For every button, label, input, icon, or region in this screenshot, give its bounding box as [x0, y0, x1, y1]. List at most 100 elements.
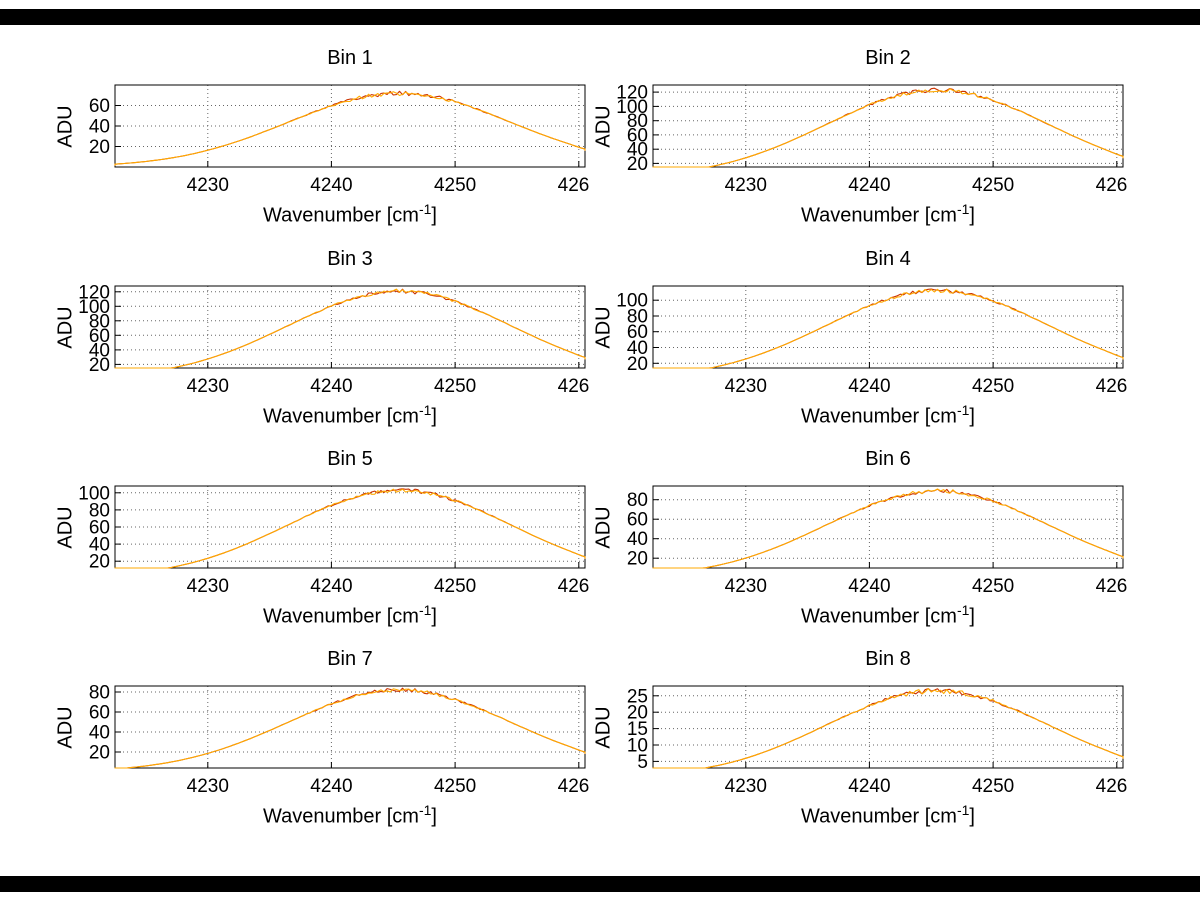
svg-text:4230: 4230: [725, 175, 767, 196]
top-black-bar: [0, 9, 1200, 25]
svg-text:100: 100: [616, 97, 648, 118]
subplot-title: Bin 2: [865, 47, 911, 69]
svg-text:60: 60: [89, 96, 110, 117]
svg-text:4240: 4240: [848, 576, 890, 597]
svg-text:20: 20: [627, 354, 648, 375]
svg-text:10: 10: [627, 736, 648, 757]
svg-text:40: 40: [627, 529, 648, 550]
svg-text:80: 80: [89, 683, 110, 704]
svg-text:4240: 4240: [310, 576, 352, 597]
svg-text:20: 20: [627, 154, 648, 175]
svg-text:40: 40: [89, 723, 110, 744]
svg-text:40: 40: [89, 117, 110, 138]
svg-text:80: 80: [89, 500, 110, 521]
svg-text:20: 20: [89, 743, 110, 764]
svg-text:20: 20: [89, 552, 110, 573]
svg-text:5: 5: [637, 752, 648, 773]
svg-text:120: 120: [616, 83, 648, 104]
svg-text:40: 40: [89, 535, 110, 556]
subplot-title: Bin 4: [865, 248, 911, 270]
svg-text:60: 60: [627, 125, 648, 146]
subplot-bin-7: Bin 7 ADU 204060804230424042504260 Waven…: [55, 646, 590, 846]
svg-text:4250: 4250: [434, 576, 476, 597]
svg-text:4230: 4230: [725, 376, 767, 397]
svg-text:4260: 4260: [558, 175, 590, 196]
subplot-bin-6: Bin 6 ADU 204060804230424042504260 Waven…: [593, 446, 1128, 646]
subplot-title: Bin 1: [327, 47, 373, 69]
svg-text:4260: 4260: [1096, 576, 1128, 597]
subplot-title: Bin 5: [327, 448, 373, 470]
svg-text:4240: 4240: [310, 376, 352, 397]
subplot-bin-3: Bin 3 ADU 204060801001204230424042504260…: [55, 246, 590, 446]
svg-text:15: 15: [627, 719, 648, 740]
svg-text:20: 20: [89, 137, 110, 158]
x-axis-label: Wavenumber [cm-1]: [263, 201, 437, 227]
x-axis-label: Wavenumber [cm-1]: [263, 802, 437, 828]
svg-text:40: 40: [627, 338, 648, 359]
svg-text:80: 80: [627, 111, 648, 132]
svg-text:4230: 4230: [187, 576, 229, 597]
svg-text:80: 80: [627, 307, 648, 328]
svg-text:100: 100: [616, 291, 648, 312]
x-axis-label: Wavenumber [cm-1]: [263, 402, 437, 428]
svg-text:4240: 4240: [310, 776, 352, 797]
x-axis-label: Wavenumber [cm-1]: [263, 602, 437, 628]
svg-text:4240: 4240: [848, 776, 890, 797]
svg-text:100: 100: [78, 297, 110, 318]
subplot-bin-1: Bin 1 ADU 2040604230424042504260 Wavenum…: [55, 45, 590, 245]
subplot-title: Bin 8: [865, 648, 911, 670]
svg-text:4250: 4250: [434, 376, 476, 397]
svg-text:25: 25: [627, 686, 648, 707]
svg-text:60: 60: [89, 703, 110, 724]
svg-text:60: 60: [89, 518, 110, 539]
svg-text:100: 100: [78, 483, 110, 504]
svg-text:4260: 4260: [1096, 175, 1128, 196]
bottom-black-bar: [0, 876, 1200, 892]
svg-text:4250: 4250: [972, 175, 1014, 196]
subplot-bin-2: Bin 2 ADU 204060801001204230424042504260…: [593, 45, 1128, 245]
svg-text:60: 60: [627, 510, 648, 531]
svg-text:40: 40: [627, 140, 648, 161]
svg-text:4240: 4240: [848, 175, 890, 196]
svg-text:4240: 4240: [310, 175, 352, 196]
svg-text:4230: 4230: [725, 576, 767, 597]
svg-text:4260: 4260: [558, 376, 590, 397]
subplot-bin-4: Bin 4 ADU 204060801004230424042504260 Wa…: [593, 246, 1128, 446]
subplot-title: Bin 3: [327, 248, 373, 270]
svg-text:4250: 4250: [972, 376, 1014, 397]
x-axis-label: Wavenumber [cm-1]: [801, 802, 975, 828]
svg-text:40: 40: [89, 340, 110, 361]
x-axis-label: Wavenumber [cm-1]: [801, 201, 975, 227]
svg-text:4230: 4230: [187, 776, 229, 797]
svg-text:80: 80: [627, 490, 648, 511]
x-axis-label: Wavenumber [cm-1]: [801, 602, 975, 628]
subplot-title: Bin 7: [327, 648, 373, 670]
svg-text:4260: 4260: [1096, 376, 1128, 397]
svg-text:80: 80: [89, 311, 110, 332]
svg-text:4230: 4230: [187, 376, 229, 397]
subplot-bin-8: Bin 8 ADU 5101520254230424042504260 Wave…: [593, 646, 1128, 846]
svg-text:4260: 4260: [558, 776, 590, 797]
subplot-title: Bin 6: [865, 448, 911, 470]
svg-text:60: 60: [627, 322, 648, 343]
svg-text:4230: 4230: [187, 175, 229, 196]
x-axis-label: Wavenumber [cm-1]: [801, 402, 975, 428]
svg-text:4250: 4250: [972, 776, 1014, 797]
svg-text:20: 20: [627, 703, 648, 724]
svg-text:4250: 4250: [972, 576, 1014, 597]
svg-text:120: 120: [78, 282, 110, 303]
svg-text:4230: 4230: [725, 776, 767, 797]
svg-text:20: 20: [89, 355, 110, 376]
subplot-bin-5: Bin 5 ADU 204060801004230424042504260 Wa…: [55, 446, 590, 646]
svg-text:4260: 4260: [1096, 776, 1128, 797]
svg-text:60: 60: [89, 326, 110, 347]
